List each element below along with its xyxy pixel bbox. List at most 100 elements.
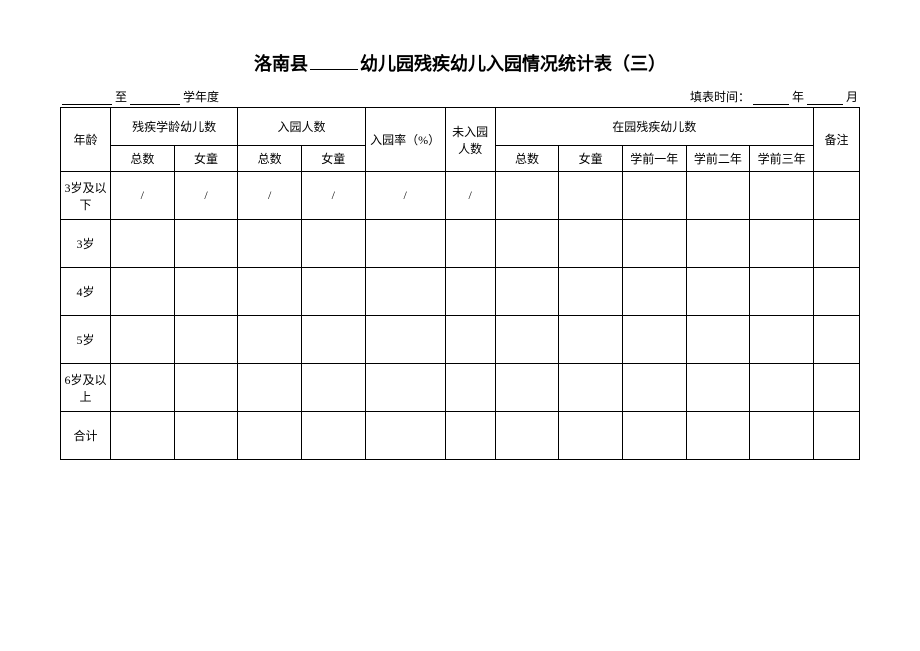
table-cell: [365, 364, 445, 412]
table-row: 合计: [61, 412, 860, 460]
table-row: 3岁: [61, 220, 860, 268]
table-cell: [238, 316, 302, 364]
col-disabled-age-count: 残疾学龄幼儿数: [111, 108, 238, 146]
table-body: 3岁及以下//////3岁4岁5岁6岁及以上合计: [61, 172, 860, 460]
meta-row: 至 学年度 填表时间： 年 月: [60, 88, 860, 105]
table-cell: [814, 364, 860, 412]
table-cell: /: [111, 172, 175, 220]
document-title: 洛南县幼儿园残疾幼儿入园情况统计表（三）: [60, 50, 860, 76]
table-cell: [686, 268, 750, 316]
row-age-label: 6岁及以上: [61, 364, 111, 412]
table-cell: [174, 364, 238, 412]
table-cell: [622, 220, 686, 268]
table-row: 6岁及以上: [61, 364, 860, 412]
meta-left: 至 学年度: [62, 88, 219, 105]
table-cell: [445, 268, 495, 316]
table-cell: [750, 364, 814, 412]
table-cell: [495, 268, 559, 316]
table-cell: [814, 172, 860, 220]
col-dac-total: 总数: [111, 146, 175, 172]
table-cell: [301, 364, 365, 412]
fill-month-blank: [807, 91, 843, 105]
row-age-label: 5岁: [61, 316, 111, 364]
row-age-label: 3岁及以下: [61, 172, 111, 220]
table-cell: [301, 412, 365, 460]
title-blank: [310, 69, 358, 70]
table-cell: /: [238, 172, 302, 220]
col-ipd-pre3: 学前三年: [750, 146, 814, 172]
table-cell: [495, 220, 559, 268]
table-cell: [365, 220, 445, 268]
meta-year-unit: 年: [792, 90, 804, 104]
table-cell: [750, 316, 814, 364]
col-not-enroll: 未入园人数: [445, 108, 495, 172]
table-cell: [559, 412, 623, 460]
table-cell: /: [301, 172, 365, 220]
row-age-label: 3岁: [61, 220, 111, 268]
table-cell: [814, 412, 860, 460]
table-cell: [622, 268, 686, 316]
table-cell: [301, 316, 365, 364]
meta-zhi: 至: [115, 90, 127, 104]
table-cell: [238, 220, 302, 268]
table-cell: [559, 268, 623, 316]
col-ec-girls: 女童: [301, 146, 365, 172]
meta-right: 填表时间： 年 月: [690, 88, 858, 105]
table-cell: [686, 412, 750, 460]
table-cell: [750, 220, 814, 268]
table-cell: [238, 268, 302, 316]
table-row: 5岁: [61, 316, 860, 364]
table-cell: [814, 220, 860, 268]
table-cell: [445, 316, 495, 364]
col-ipd-total: 总数: [495, 146, 559, 172]
table-cell: [559, 172, 623, 220]
table-cell: [365, 316, 445, 364]
table-cell: [622, 172, 686, 220]
table-cell: [174, 316, 238, 364]
table-cell: [814, 316, 860, 364]
row-age-label: 合计: [61, 412, 111, 460]
table-cell: [174, 220, 238, 268]
table-cell: [686, 316, 750, 364]
table-cell: [445, 412, 495, 460]
col-enroll-rate: 入园率（%）: [365, 108, 445, 172]
table-cell: [111, 268, 175, 316]
title-suffix: 幼儿园残疾幼儿入园情况统计表（三）: [360, 54, 666, 74]
table-cell: [814, 268, 860, 316]
table-cell: [111, 316, 175, 364]
stats-table: 年龄 残疾学龄幼儿数 入园人数 入园率（%） 未入园人数 在园残疾幼儿数 备注 …: [60, 107, 860, 460]
table-cell: [750, 172, 814, 220]
table-cell: [445, 364, 495, 412]
table-cell: [750, 412, 814, 460]
table-cell: [622, 364, 686, 412]
year-to-blank: [130, 91, 180, 105]
col-remark: 备注: [814, 108, 860, 172]
col-dac-girls: 女童: [174, 146, 238, 172]
table-cell: [622, 316, 686, 364]
table-cell: [559, 364, 623, 412]
table-cell: [238, 412, 302, 460]
table-cell: /: [365, 172, 445, 220]
table-cell: [622, 412, 686, 460]
table-cell: [445, 220, 495, 268]
table-cell: [686, 220, 750, 268]
table-cell: [174, 412, 238, 460]
table-cell: [111, 220, 175, 268]
table-cell: [301, 220, 365, 268]
col-ipd-girls: 女童: [559, 146, 623, 172]
table-cell: [495, 172, 559, 220]
table-cell: [559, 220, 623, 268]
meta-year-label: 学年度: [183, 90, 219, 104]
table-cell: [495, 412, 559, 460]
table-row: 4岁: [61, 268, 860, 316]
table-cell: /: [174, 172, 238, 220]
table-cell: [365, 412, 445, 460]
table-cell: [301, 268, 365, 316]
fill-year-blank: [753, 91, 789, 105]
table-cell: [686, 172, 750, 220]
table-cell: [750, 268, 814, 316]
col-ec-total: 总数: [238, 146, 302, 172]
table-row: 3岁及以下//////: [61, 172, 860, 220]
col-ipd-pre1: 学前一年: [622, 146, 686, 172]
row-age-label: 4岁: [61, 268, 111, 316]
